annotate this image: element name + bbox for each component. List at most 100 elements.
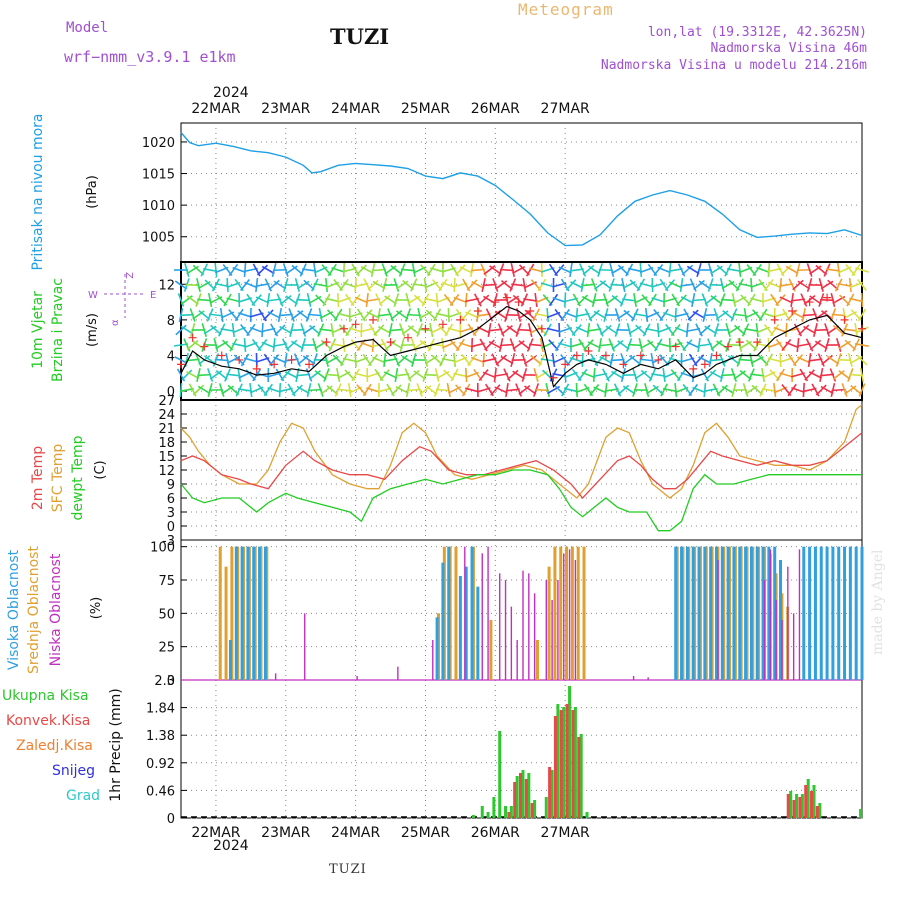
- mid-cloud-bar: [454, 546, 458, 680]
- wind-barb: [743, 307, 748, 323]
- wind-barb: [834, 278, 843, 292]
- wind-barb: [698, 356, 712, 364]
- wind-barb: [610, 358, 625, 362]
- wind-barb: [592, 367, 596, 383]
- wind-barb: [267, 386, 282, 394]
- high-cloud-bar: [697, 546, 701, 680]
- wind-barb: [506, 325, 519, 335]
- wind-barb: [360, 266, 374, 274]
- wind-barb: [589, 384, 600, 396]
- wind-barb: [336, 292, 340, 308]
- total-precip-bar: [498, 731, 502, 818]
- wind-barb: [798, 324, 810, 336]
- wind-barb: [636, 278, 646, 292]
- wind-barb: [570, 281, 584, 289]
- low-cloud-bar: [557, 580, 559, 680]
- wind-barb: [642, 323, 651, 337]
- wind-barb: [186, 295, 199, 305]
- total-precip-bar: [795, 794, 799, 818]
- wind-barb: [859, 367, 865, 383]
- wind-barb: [325, 277, 328, 293]
- wind-barb: [405, 293, 411, 307]
- temperature-ytick-label: 0: [167, 520, 175, 535]
- mid-cloud-bar: [224, 566, 228, 680]
- wind-barb: [688, 383, 699, 397]
- wind-barb: [660, 383, 668, 397]
- high-cloud-bar: [843, 546, 847, 680]
- wind-barb: [197, 298, 212, 302]
- wind-barb: [465, 311, 479, 319]
- wind-barb: [731, 292, 737, 308]
- low-cloud-bar: [551, 600, 553, 680]
- wind-barb: [291, 384, 303, 396]
- conv-precip-bar: [798, 797, 802, 818]
- wind-barb: [676, 294, 687, 306]
- total-precip-bar: [579, 734, 583, 818]
- wind-barb: [787, 383, 797, 397]
- wind-barb: [180, 295, 193, 305]
- high-cloud-bar: [779, 560, 783, 680]
- wind-barb: [201, 323, 208, 337]
- wind-barb: [449, 293, 460, 307]
- wind-barb: [825, 268, 840, 272]
- wind-barb: [820, 385, 834, 395]
- low-cloud-bar: [432, 640, 434, 680]
- wind-barb: [530, 354, 542, 366]
- wind-barb: [342, 357, 357, 363]
- wind-barb: [709, 370, 724, 380]
- wind-barb: [362, 309, 373, 321]
- low-cloud-bar: [769, 549, 772, 680]
- wind-barb: [366, 387, 381, 393]
- wind-speed-line: [180, 305, 863, 388]
- wind-barb: [489, 265, 502, 275]
- wind-barb: [402, 279, 414, 291]
- compass-e: E: [150, 290, 156, 301]
- wind-barb: [393, 278, 400, 292]
- wind-barb: [268, 354, 280, 366]
- wind-barb: [424, 297, 439, 303]
- wind-barb: [214, 262, 218, 278]
- wind-barb: [441, 337, 445, 353]
- wind-barb: [444, 323, 454, 337]
- wind-barb: [406, 313, 421, 317]
- wind-barb: [237, 388, 253, 392]
- wind-barb: [441, 357, 456, 363]
- wind-barb: [493, 367, 497, 383]
- wind-barb: [552, 296, 567, 304]
- wind-barb: [587, 341, 601, 349]
- high-cloud-bar: [749, 546, 753, 680]
- wind-barb: [447, 307, 450, 323]
- wind-barb: [177, 293, 185, 307]
- wind-barb: [506, 369, 519, 381]
- wind-barb: [319, 328, 334, 332]
- wind-barb: [368, 354, 379, 366]
- wind-gust-point: [840, 315, 849, 324]
- wind-barb: [554, 338, 564, 352]
- wind-barb: [300, 323, 307, 337]
- wind-barb: [674, 326, 689, 334]
- wind-barb: [716, 310, 729, 320]
- wind-barb: [302, 325, 316, 335]
- total-precip-bar: [521, 770, 525, 818]
- wind-barb: [551, 352, 556, 368]
- wind-barb: [627, 267, 643, 273]
- wind-barb: [339, 353, 348, 367]
- wind-barb: [691, 298, 707, 302]
- mid-cloud-bar: [570, 546, 574, 680]
- wind-barb: [812, 308, 819, 322]
- wind-barb: [721, 385, 735, 395]
- wind-barb: [534, 388, 549, 392]
- wind-barb: [521, 353, 528, 367]
- wind-barb: [406, 388, 421, 392]
- wind-barb: [588, 265, 601, 275]
- wind-barb: [331, 343, 346, 347]
- wind-barb: [226, 297, 241, 303]
- wind-barb: [497, 323, 505, 337]
- pressure-ytick-label: 1005: [142, 231, 175, 246]
- wind-barb: [482, 371, 497, 379]
- xtick-top-22MAR: 22MAR: [191, 101, 240, 117]
- low-cloud-bar: [504, 580, 507, 680]
- wind-barb: [306, 293, 312, 307]
- total-precip-bar: [544, 797, 548, 818]
- wind-barb: [174, 280, 188, 290]
